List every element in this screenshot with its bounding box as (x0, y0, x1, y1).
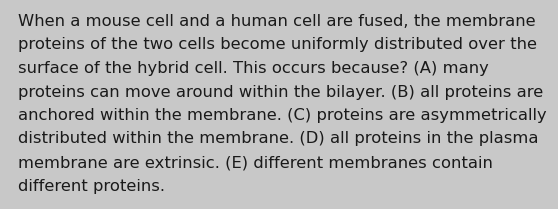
Text: anchored within the membrane. (C) proteins are asymmetrically: anchored within the membrane. (C) protei… (18, 108, 547, 123)
Text: proteins can move around within the bilayer. (B) all proteins are: proteins can move around within the bila… (18, 84, 543, 99)
Text: different proteins.: different proteins. (18, 178, 165, 194)
Text: surface of the hybrid cell. This occurs because? (A) many: surface of the hybrid cell. This occurs … (18, 61, 489, 76)
Text: distributed within the membrane. (D) all proteins in the plasma: distributed within the membrane. (D) all… (18, 131, 538, 147)
Text: proteins of the two cells become uniformly distributed over the: proteins of the two cells become uniform… (18, 37, 537, 52)
Text: When a mouse cell and a human cell are fused, the membrane: When a mouse cell and a human cell are f… (18, 14, 536, 29)
Text: membrane are extrinsic. (E) different membranes contain: membrane are extrinsic. (E) different me… (18, 155, 493, 170)
